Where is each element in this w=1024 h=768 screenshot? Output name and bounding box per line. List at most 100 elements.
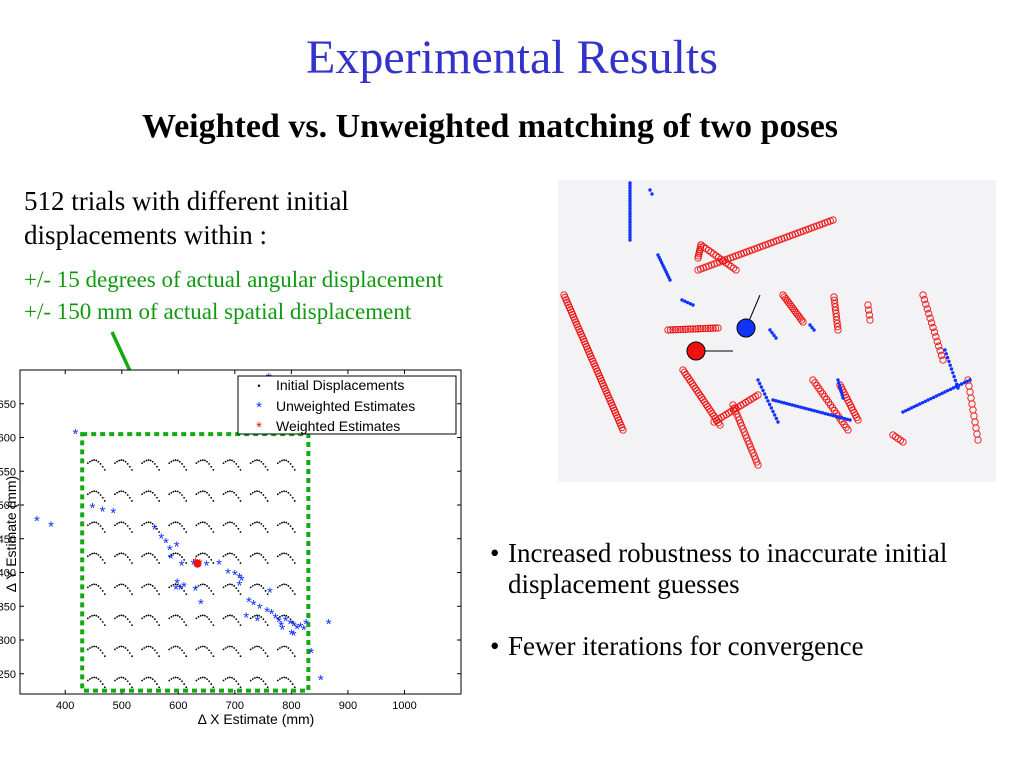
- initial-point: [91, 614, 93, 617]
- initial-point: [256, 521, 258, 524]
- initial-point: [197, 553, 200, 556]
- initial-point: [172, 552, 175, 555]
- red-scan-point: [932, 333, 940, 341]
- initial-point: [89, 616, 91, 618]
- initial-point: [203, 583, 206, 586]
- blue-scan-point: [953, 378, 958, 383]
- initial-point: [262, 649, 265, 652]
- initial-point: [287, 491, 290, 494]
- y-tick-label: 1450: [0, 534, 16, 546]
- initial-point: [151, 491, 154, 494]
- initial-point: [224, 460, 227, 463]
- initial-point: [143, 522, 146, 525]
- red-scan-point: [935, 342, 943, 350]
- initial-point: [199, 490, 202, 493]
- initial-point: [206, 678, 208, 681]
- initial-point: [178, 616, 181, 618]
- initial-point: [293, 500, 296, 502]
- initial-point: [256, 552, 258, 555]
- initial-point: [122, 614, 125, 617]
- unweighted-point: *: [294, 621, 300, 638]
- initial-point: [276, 617, 279, 620]
- initial-point: [222, 679, 225, 682]
- initial-point: [103, 593, 106, 595]
- blue-scan-point: [810, 325, 814, 330]
- blue-scan-point: [769, 406, 774, 410]
- blue-scan-point: [761, 388, 765, 393]
- initial-point: [203, 614, 206, 617]
- blue-scan-point: [943, 390, 947, 394]
- initial-point: [95, 490, 98, 493]
- initial-point: [101, 558, 104, 561]
- initial-point: [145, 521, 148, 524]
- initial-point: [153, 556, 156, 558]
- unweighted-point: *: [158, 530, 164, 547]
- blue-scan-point: [945, 388, 950, 393]
- initial-point: [249, 555, 252, 558]
- initial-point: [168, 462, 171, 465]
- initial-point: [206, 522, 208, 525]
- initial-point: [178, 522, 181, 525]
- initial-point: [212, 500, 215, 502]
- initial-point: [101, 652, 104, 654]
- initial-point: [283, 614, 286, 617]
- initial-point: [262, 618, 265, 621]
- initial-point: [174, 583, 177, 586]
- blue-scan-point: [764, 395, 769, 400]
- initial-point: [124, 616, 127, 618]
- blue-scan-point: [915, 403, 919, 408]
- blue-scan-point: [808, 323, 812, 327]
- red-scan-point: [699, 324, 707, 333]
- initial-point: [176, 583, 179, 586]
- initial-point: [122, 521, 125, 524]
- red-pose-marker: [686, 341, 706, 361]
- initial-point: [264, 683, 267, 685]
- initial-point: [260, 554, 263, 556]
- blue-scan-point: [812, 409, 816, 413]
- initial-point: [86, 648, 89, 651]
- blue-scan-point: [948, 387, 953, 392]
- initial-point: [228, 583, 231, 586]
- red-scan-point: [694, 254, 702, 262]
- initial-point: [256, 676, 258, 679]
- initial-point: [210, 558, 213, 561]
- unweighted-point: *: [251, 597, 257, 614]
- blue-scan-point: [628, 196, 632, 201]
- initial-point: [103, 469, 106, 471]
- blue-scan: [628, 181, 972, 424]
- initial-point: [256, 614, 258, 617]
- red-scan-point: [854, 416, 862, 424]
- initial-point: [254, 676, 256, 679]
- red-scan-point: [899, 438, 907, 446]
- initial-point: [118, 459, 121, 462]
- initial-point: [281, 676, 283, 679]
- blue-scan-point: [770, 330, 774, 335]
- initial-point: [276, 524, 279, 527]
- blue-scan-point: [901, 410, 905, 414]
- y-tick-label: 1500: [0, 500, 16, 512]
- initial-point: [266, 624, 269, 627]
- blue-scan-point: [762, 392, 767, 396]
- x-tick-label: 900: [339, 700, 357, 712]
- y-tick-label: 1400: [0, 568, 16, 580]
- initial-point: [235, 618, 238, 621]
- unweighted-point: *: [276, 614, 282, 631]
- unweighted-point: *: [174, 576, 180, 593]
- initial-range-box: [80, 432, 311, 693]
- initial-point: [228, 645, 231, 648]
- legend-weighted: Weighted Estimates: [276, 418, 400, 434]
- initial-point: [208, 525, 211, 527]
- initial-point: [281, 552, 283, 555]
- initial-point: [122, 676, 125, 679]
- initial-point: [208, 494, 211, 496]
- initial-point: [116, 584, 119, 587]
- initial-point: [256, 583, 258, 586]
- initial-point: [153, 618, 156, 621]
- initial-point: [158, 593, 160, 595]
- initial-point: [178, 647, 181, 649]
- initial-point: [235, 649, 238, 652]
- initial-point: [201, 676, 204, 679]
- initial-point: [89, 460, 91, 463]
- unweighted-point: *: [236, 570, 242, 587]
- initial-point: [181, 587, 183, 590]
